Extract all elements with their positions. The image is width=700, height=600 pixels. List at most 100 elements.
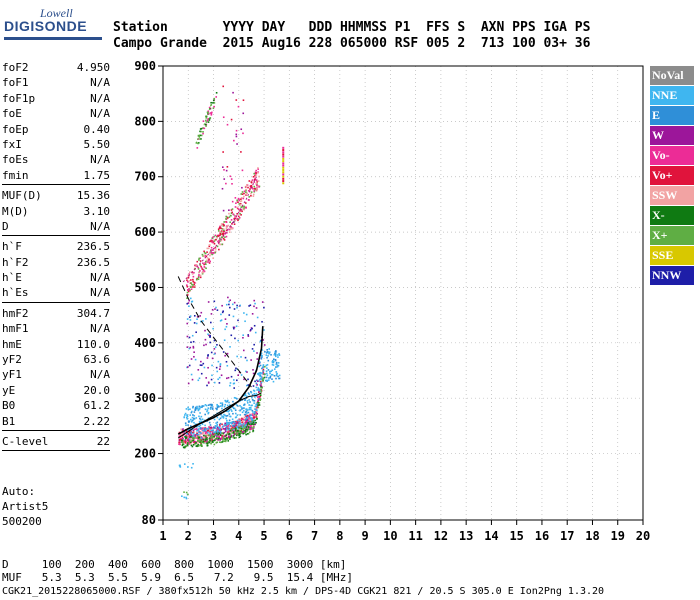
echo-point <box>221 232 224 235</box>
echo-point <box>240 425 242 427</box>
echo-point <box>189 436 191 439</box>
echo-point <box>217 437 220 440</box>
echo-point <box>251 414 254 417</box>
echo-point <box>241 210 243 213</box>
echo-point <box>198 420 201 423</box>
param-key: hmF2 <box>2 306 29 320</box>
echo-point <box>204 404 207 406</box>
echo-point <box>262 364 265 367</box>
echo-point <box>229 175 232 178</box>
echo-point <box>255 386 258 389</box>
x-tick-label: 7 <box>311 529 318 543</box>
param-value: N/A <box>90 368 110 382</box>
echo-point <box>237 218 240 220</box>
logo-lowell-text: Lowell <box>40 6 73 20</box>
echo-point <box>228 435 230 438</box>
param-value: 3.10 <box>83 204 111 218</box>
echo-point <box>239 203 242 206</box>
echo-point <box>216 245 219 248</box>
echo-point <box>240 198 242 201</box>
echo-point <box>202 362 205 365</box>
echo-point <box>248 399 250 401</box>
echo-point <box>186 279 188 282</box>
echo-point <box>248 408 251 411</box>
echo-point <box>213 418 216 421</box>
echo-point <box>214 432 217 434</box>
echo-point <box>253 305 255 308</box>
echo-point <box>253 190 255 192</box>
echo-point <box>191 419 194 422</box>
echo-point <box>229 346 231 348</box>
echo-point <box>223 221 225 223</box>
echo-point <box>186 281 189 283</box>
o-trace-curve <box>177 326 264 435</box>
echo-point <box>238 433 241 436</box>
echo-point <box>246 414 249 417</box>
echo-point <box>199 260 202 262</box>
echo-point <box>199 130 201 133</box>
echo-point <box>234 412 237 415</box>
echo-point <box>224 403 227 406</box>
echo-point <box>180 441 183 444</box>
echo-point <box>256 379 258 382</box>
echo-point <box>210 113 213 116</box>
echo-point <box>226 414 229 417</box>
echo-point <box>216 441 219 444</box>
echo-point <box>222 151 224 153</box>
echo-point <box>189 414 192 416</box>
echo-point <box>245 193 248 196</box>
echo-point <box>254 302 256 305</box>
legend-entry-e: E <box>650 106 694 126</box>
echo-point <box>207 121 210 123</box>
echo-point <box>238 420 241 423</box>
echo-point <box>204 413 206 416</box>
echo-point <box>216 426 219 429</box>
echo-point <box>199 274 202 277</box>
echo-point <box>214 424 217 427</box>
echo-point <box>199 444 202 447</box>
x-tick-label: 10 <box>383 529 397 543</box>
echo-point <box>216 423 219 426</box>
echo-point <box>241 169 244 172</box>
echo-point <box>198 428 200 430</box>
echo-point <box>263 365 266 368</box>
echo-point <box>222 437 225 440</box>
echo-point <box>229 421 231 424</box>
echo-point <box>266 356 268 359</box>
echo-point <box>200 443 202 446</box>
echo-point <box>240 128 243 131</box>
echo-point <box>210 252 213 254</box>
echo-point <box>214 430 217 433</box>
echo-point <box>271 361 274 364</box>
echo-point <box>225 426 228 429</box>
echo-point <box>253 299 256 302</box>
echo-point <box>224 354 226 357</box>
echo-point <box>196 405 198 408</box>
echo-point <box>188 336 191 339</box>
echo-point <box>218 441 221 443</box>
echo-point <box>253 426 255 428</box>
echo-point <box>199 424 202 427</box>
echo-point <box>221 405 224 407</box>
echo-point <box>220 319 223 321</box>
echo-point <box>189 428 192 430</box>
param-key: MUF(D) <box>2 189 42 203</box>
echo-point <box>193 351 195 353</box>
echo-point <box>219 434 222 436</box>
echo-point <box>282 166 285 169</box>
echo-point <box>253 402 255 404</box>
param-row-m-d-: M(D) 3.10 <box>2 204 110 219</box>
echo-point <box>244 425 246 428</box>
echo-point <box>270 370 272 373</box>
echo-point <box>202 432 204 435</box>
echo-point <box>236 405 239 407</box>
echo-point <box>222 310 225 313</box>
echo-point <box>206 433 209 436</box>
param-row-h-es: h`Es N/A <box>2 285 110 300</box>
echo-point <box>193 283 195 286</box>
echo-point <box>200 442 202 444</box>
echo-point <box>197 436 199 438</box>
echo-point <box>188 299 191 302</box>
echo-point <box>194 428 196 430</box>
echo-point <box>229 429 232 432</box>
